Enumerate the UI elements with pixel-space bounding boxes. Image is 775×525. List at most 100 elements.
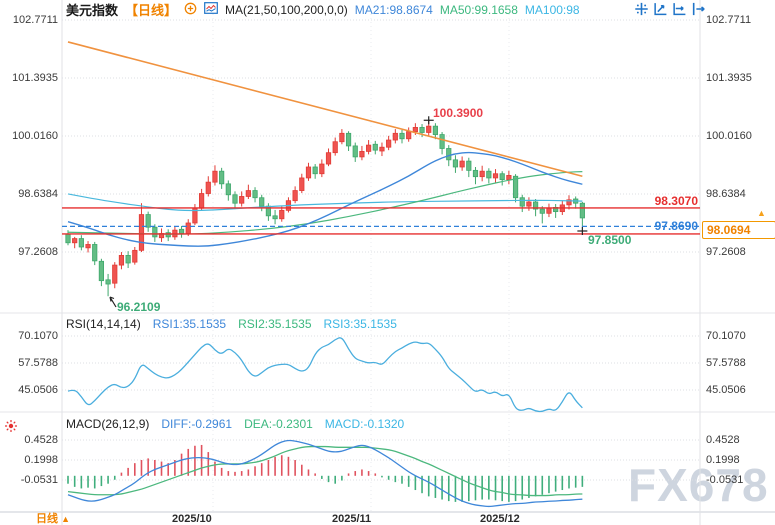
candle-body xyxy=(125,255,131,264)
candle-body xyxy=(272,215,278,220)
axis-label: 70.1070 xyxy=(18,330,58,342)
candle-body xyxy=(165,232,171,238)
axis-label: 98.6384 xyxy=(706,188,746,200)
ma50-line xyxy=(67,171,583,235)
resistance-level-label: 98.3070 xyxy=(654,194,698,208)
candle-body xyxy=(145,214,151,228)
rsi2-value: RSI2:35.1535 xyxy=(238,317,312,331)
candle-body xyxy=(499,173,505,181)
candle-body xyxy=(178,228,185,234)
candle-body xyxy=(452,159,459,168)
axis-label: -0.0531 xyxy=(706,474,744,486)
candle-body xyxy=(579,202,585,219)
candle-body xyxy=(399,132,405,140)
jump-to-latest-icon[interactable] xyxy=(691,2,706,16)
axis-zoom-icon[interactable] xyxy=(653,2,668,16)
ma50-value: MA50:99.1658 xyxy=(439,2,518,17)
dea-line xyxy=(67,445,583,497)
axis-label: 70.1070 xyxy=(706,330,746,342)
axis-label: 97.2608 xyxy=(18,246,58,258)
candle-body xyxy=(118,255,125,266)
candle-body xyxy=(105,279,111,285)
candle-body xyxy=(466,160,472,171)
mini-chart-icon[interactable] xyxy=(204,2,218,17)
diff-value: DIFF:-0.2961 xyxy=(161,417,233,431)
period-selector[interactable]: 日线 ▲ xyxy=(36,513,70,525)
candle-body xyxy=(319,163,325,175)
candle-body xyxy=(292,190,298,202)
axis-label: 101.3935 xyxy=(706,72,752,84)
ma100-value: MA100:98 xyxy=(524,2,580,17)
candle-body xyxy=(519,197,525,207)
candle-body xyxy=(92,244,98,262)
candle-body xyxy=(245,190,251,197)
candle-body xyxy=(365,144,372,152)
candle-body xyxy=(72,238,78,244)
axis-label: 97.2608 xyxy=(706,246,746,258)
candle-body xyxy=(533,201,539,210)
candle-body xyxy=(78,238,84,248)
chart-toolbar xyxy=(634,2,706,16)
candle-body xyxy=(352,145,358,158)
candle-body xyxy=(432,125,439,135)
trendline[interactable] xyxy=(67,41,583,178)
candle-body xyxy=(312,166,318,175)
candle-body xyxy=(332,141,338,154)
axis-label: 102.7711 xyxy=(706,14,752,26)
candle-body xyxy=(486,170,492,179)
candle-body xyxy=(372,143,378,151)
candle-body xyxy=(392,132,398,141)
axis-label: 45.0506 xyxy=(706,384,746,396)
rsi1-value: RSI1:35.1535 xyxy=(152,317,227,331)
low-price-label: 96.2109 xyxy=(117,300,161,314)
candle-body xyxy=(492,173,499,179)
plus-circle-icon[interactable] xyxy=(184,2,197,18)
time-axis-bar xyxy=(0,512,775,525)
swing-low-label: 97.8500 xyxy=(588,233,632,247)
candle-body xyxy=(472,169,479,178)
candle-body xyxy=(185,222,191,234)
period-selector-label: 日线 xyxy=(36,513,58,525)
axis-pan-icon[interactable] xyxy=(672,2,687,16)
axis-label: 101.3935 xyxy=(12,72,58,84)
last-price-tag: 98.0694 xyxy=(702,221,775,239)
axis-label: 0.1998 xyxy=(706,454,740,466)
x-axis-label: 2025/11 xyxy=(332,513,372,525)
candle-body xyxy=(65,233,71,244)
candle-body xyxy=(219,170,225,185)
axis-label: 100.0160 xyxy=(12,130,58,142)
crosshair-icon[interactable] xyxy=(634,2,649,16)
candle-body xyxy=(512,175,519,199)
chart-header: 美元指数 【日线】 MA(21,50,100,200,0,0) MA21:98.… xyxy=(66,2,580,18)
rsi-header: RSI(14,14,14) RSI1:35.1535 RSI2:35.1535 … xyxy=(66,317,397,331)
axis-label: 98.6384 xyxy=(18,188,58,200)
candle-body xyxy=(205,181,211,194)
symbol-title: 美元指数 xyxy=(66,3,119,18)
candle-body xyxy=(198,193,205,209)
candle-body xyxy=(299,177,305,191)
axis-label: 100.0160 xyxy=(706,130,752,142)
watermark: FX678 xyxy=(628,459,769,511)
axis-label: 57.5788 xyxy=(706,357,746,369)
candle-body xyxy=(239,196,245,204)
ma21-value: MA21:98.8674 xyxy=(354,2,433,17)
rsi-line xyxy=(67,337,583,413)
candle-body xyxy=(212,170,218,183)
price-up-arrow-icon: ▲ xyxy=(757,208,766,218)
candle-body xyxy=(546,207,552,214)
candle-body xyxy=(446,148,452,161)
candle-body xyxy=(379,146,385,152)
candle-body xyxy=(506,175,512,181)
candle-body xyxy=(459,160,465,168)
candle-body xyxy=(412,127,418,133)
period-tag: 【日线】 xyxy=(125,3,178,18)
x-axis-label: 2025/12 xyxy=(480,513,520,525)
axis-label: 45.0506 xyxy=(18,384,58,396)
candle-body xyxy=(419,127,425,133)
candle-body xyxy=(112,264,118,284)
sun-badge-icon[interactable] xyxy=(4,419,18,438)
candle-body xyxy=(98,260,104,282)
left-axis: 102.7711 101.3935 100.0160 98.6384 97.2608 70… xyxy=(0,0,58,525)
macd-title: MACD(26,12,9) xyxy=(66,417,150,431)
